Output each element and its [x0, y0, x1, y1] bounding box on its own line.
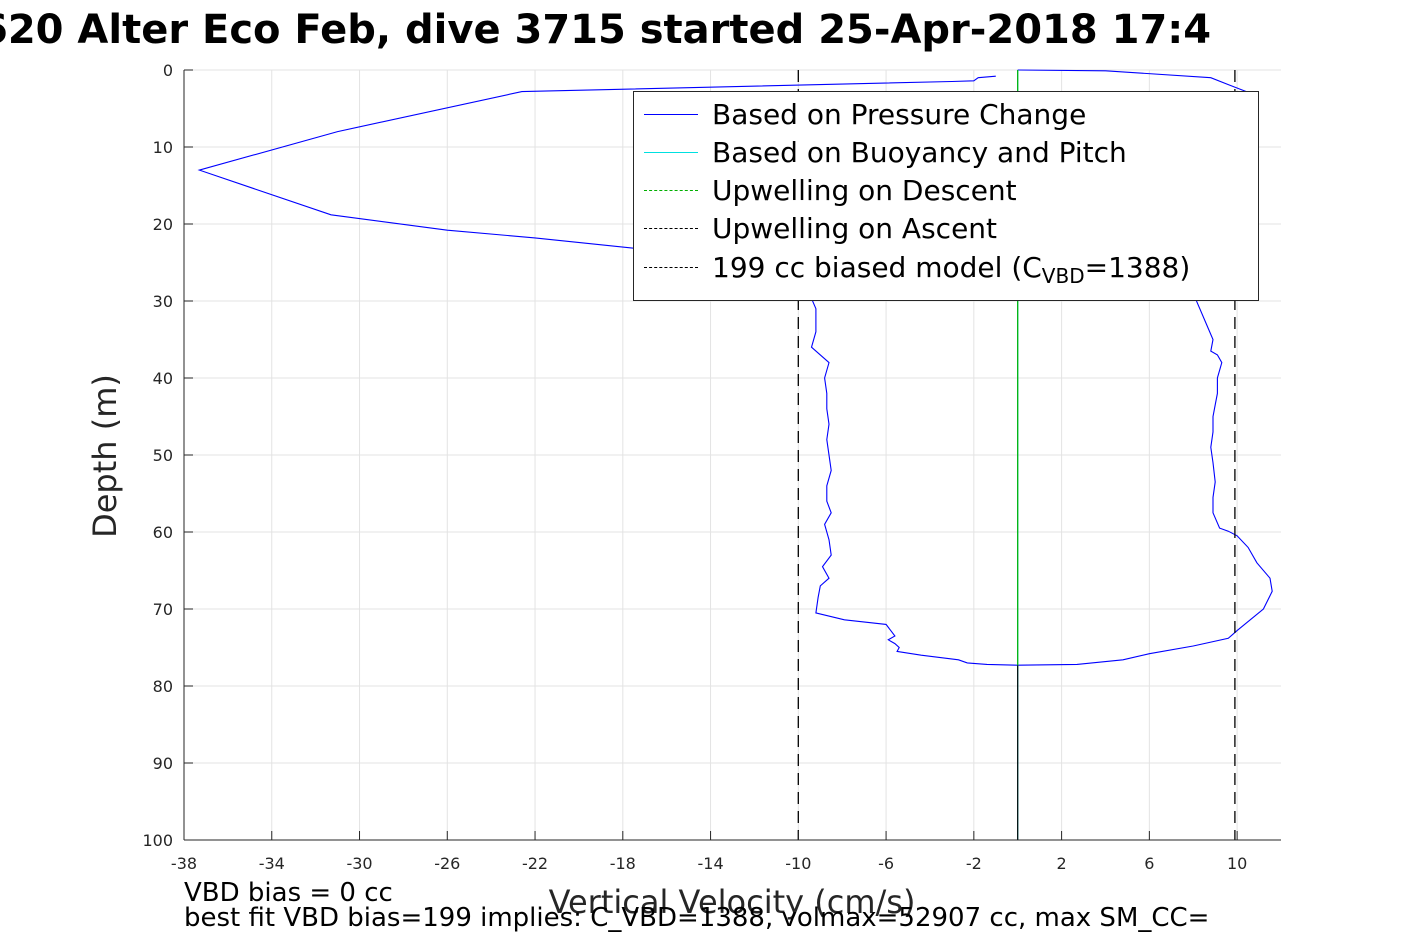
- footer-best-fit: best fit VBD bias=199 implies: C_VBD=138…: [184, 903, 1210, 933]
- x-tick-label: -22: [522, 854, 548, 873]
- legend-entry-upwelling-ascent: Upwelling on Ascent: [634, 210, 1258, 248]
- y-tick-label: 40: [153, 369, 173, 388]
- y-tick-label: 60: [153, 523, 173, 542]
- x-tick-label: 2: [1057, 854, 1067, 873]
- y-tick-label: 70: [153, 600, 173, 619]
- y-tick-label: 100: [142, 831, 173, 850]
- legend-label-pressure: Based on Pressure Change: [712, 98, 1087, 131]
- legend-label-upwelling-descent: Upwelling on Descent: [712, 174, 1017, 207]
- y-tick-label: 20: [153, 215, 173, 234]
- legend-entry-pressure: Based on Pressure Change: [634, 96, 1258, 134]
- legend-swatch-buoyancy: [644, 152, 698, 153]
- x-tick-label: -30: [346, 854, 372, 873]
- y-tick-label: 30: [153, 292, 173, 311]
- axes: [183, 69, 1281, 841]
- legend-entry-biased-model: 199 cc biased model (CVBD=1388): [634, 249, 1258, 287]
- x-tick-label: -6: [878, 854, 894, 873]
- legend-label-buoyancy: Based on Buoyancy and Pitch: [712, 136, 1127, 169]
- legend-label-biased-model-main: 199 cc biased model (C: [712, 251, 1042, 284]
- legend-swatch-upwelling-ascent: [644, 228, 698, 229]
- legend-swatch-upwelling-descent: [644, 190, 698, 191]
- y-tick-label: 0: [163, 61, 173, 80]
- y-tick-label: 80: [153, 677, 173, 696]
- footer-vbd-bias: VBD bias = 0 cc: [184, 878, 393, 908]
- legend: Based on Pressure Change Based on Buoyan…: [633, 91, 1259, 301]
- y-tick-label: 90: [153, 754, 173, 773]
- series-layer: [197, 69, 1273, 840]
- x-tick-label: -34: [259, 854, 285, 873]
- legend-swatch-biased-model: [644, 267, 698, 268]
- x-tick-label: -10: [785, 854, 811, 873]
- chart-title: 620 Alter Eco Feb, dive 3715 started 25-…: [0, 7, 1212, 53]
- x-tick-label: -2: [966, 854, 982, 873]
- x-tick-label: -14: [697, 854, 723, 873]
- x-tick-label: -26: [434, 854, 460, 873]
- tick-labels: -38 -34 -30 -26 -22 -18 -14 -10 -6 -2 2 6 1001020304…: [142, 61, 1247, 873]
- legend-label-upwelling-ascent: Upwelling on Ascent: [712, 212, 998, 245]
- x-tick-label: -38: [171, 854, 197, 873]
- legend-label-biased-model: 199 cc biased model (CVBD=1388): [712, 249, 1190, 287]
- x-tick-label: 10: [1227, 854, 1247, 873]
- y-tick-label: 50: [153, 446, 173, 465]
- legend-label-biased-model-sub: VBD: [1041, 264, 1085, 288]
- x-axis-label: Vertical Velocity (cm/s): [549, 883, 916, 921]
- x-tick-label: 6: [1144, 854, 1154, 873]
- legend-entry-upwelling-descent: Upwelling on Descent: [634, 172, 1258, 210]
- y-tick-label: 10: [153, 138, 173, 157]
- legend-entry-buoyancy: Based on Buoyancy and Pitch: [634, 134, 1258, 172]
- y-axis-label: Depth (m): [86, 374, 124, 538]
- x-tick-label: -18: [610, 854, 636, 873]
- legend-label-biased-model-end: =1388): [1084, 251, 1191, 284]
- legend-swatch-pressure: [644, 114, 698, 115]
